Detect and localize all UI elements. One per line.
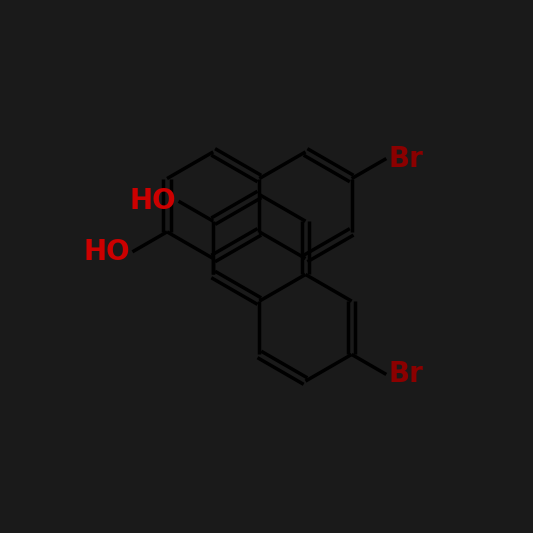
Text: HO: HO: [130, 187, 176, 215]
Text: HO: HO: [83, 238, 130, 266]
Text: Br: Br: [389, 360, 424, 389]
Text: Br: Br: [389, 144, 424, 173]
